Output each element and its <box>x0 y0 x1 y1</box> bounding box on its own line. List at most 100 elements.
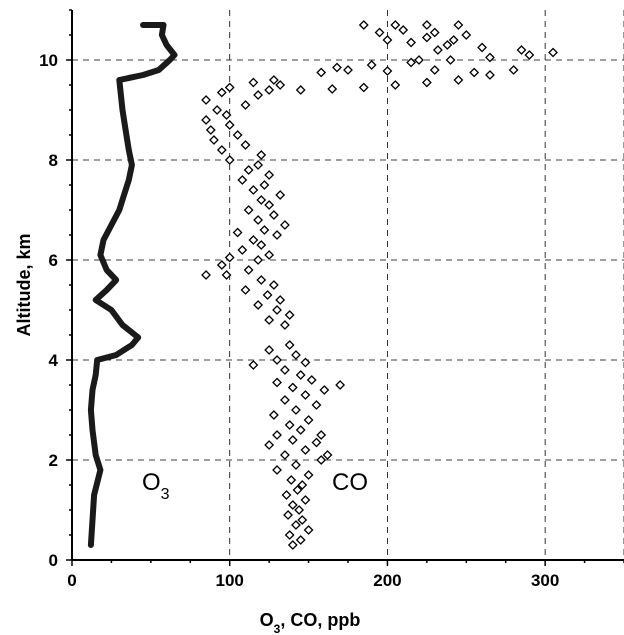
co-point <box>268 280 279 290</box>
co-point <box>253 215 264 225</box>
co-point <box>300 445 311 455</box>
co-point <box>382 66 393 76</box>
co-point <box>256 195 267 205</box>
y-axis-title: Altitude, km <box>14 233 34 336</box>
co-point <box>421 32 432 43</box>
co-point <box>374 27 385 38</box>
co-point <box>319 385 330 395</box>
co-point <box>212 105 223 115</box>
co-point <box>253 160 264 170</box>
co-point <box>335 380 346 390</box>
co-point <box>322 450 333 460</box>
co-point <box>248 77 259 88</box>
co-point <box>279 320 290 330</box>
series-label-o3-main: O <box>142 469 161 496</box>
co-point <box>414 55 424 65</box>
y-tick-label: 4 <box>49 351 59 370</box>
co-point <box>366 60 377 70</box>
co-point <box>343 65 353 75</box>
co-point <box>248 235 259 245</box>
co-point <box>272 377 282 388</box>
co-point <box>429 65 440 75</box>
co-point <box>279 395 290 405</box>
co-point <box>295 425 306 435</box>
co-point <box>303 470 314 480</box>
co-point <box>295 85 306 95</box>
co-point <box>272 230 282 240</box>
co-point <box>295 370 306 380</box>
co-point <box>477 42 487 53</box>
co-point <box>240 140 251 150</box>
co-point <box>316 67 327 78</box>
co-point <box>256 240 267 250</box>
co-point <box>243 265 254 275</box>
co-point <box>300 495 311 505</box>
co-point <box>221 270 232 280</box>
co-point <box>216 260 227 270</box>
series-label-o3: O3 <box>142 469 170 503</box>
x-axis-title: O3, CO, ppb <box>260 610 361 635</box>
co-point <box>272 430 282 440</box>
co-point <box>248 360 259 370</box>
co-point <box>524 50 535 60</box>
y-tick-label: 8 <box>49 151 58 170</box>
co-point <box>253 90 264 100</box>
co-point <box>295 535 306 545</box>
co-point <box>316 455 327 465</box>
co-point <box>306 375 317 385</box>
co-point <box>272 305 282 315</box>
co-point <box>311 437 322 448</box>
co-point <box>256 150 267 160</box>
co-point <box>382 35 393 45</box>
co-point <box>390 20 401 30</box>
co-point <box>297 515 308 525</box>
co-point <box>485 70 495 80</box>
co-point <box>264 85 275 95</box>
co-point <box>279 220 290 230</box>
co-point <box>432 45 443 55</box>
co-point <box>303 525 314 535</box>
co-point <box>291 405 301 415</box>
co-point <box>279 365 290 375</box>
co-point <box>275 190 286 200</box>
co-point <box>485 52 495 63</box>
co-point <box>284 310 295 320</box>
co-point <box>279 450 290 460</box>
co-point <box>264 170 275 180</box>
co-point <box>406 57 417 68</box>
co-point <box>332 62 342 73</box>
co-point <box>297 480 308 490</box>
co-point <box>264 315 275 325</box>
co-point <box>264 200 275 210</box>
co-point <box>272 355 282 365</box>
co-point <box>327 84 338 94</box>
x-axis-title-sub: 3 <box>274 622 281 635</box>
co-point <box>205 125 216 135</box>
co-point <box>284 340 295 350</box>
co-point <box>224 252 235 263</box>
y-tick-label: 10 <box>39 51 58 70</box>
co-point <box>469 67 480 78</box>
co-point <box>209 135 219 145</box>
co-point <box>224 120 235 130</box>
co-point <box>287 500 298 510</box>
co-point <box>358 20 369 30</box>
co-point <box>283 510 293 520</box>
co-point <box>300 390 311 400</box>
co-point <box>201 95 211 105</box>
co-point <box>286 475 297 485</box>
o3-series-line <box>87 22 178 548</box>
co-point <box>292 485 303 495</box>
co-point <box>358 82 369 93</box>
co-point <box>243 165 254 175</box>
x-tick-label: 0 <box>67 571 76 590</box>
co-point <box>445 55 456 65</box>
co-point <box>224 82 235 93</box>
co-point <box>287 382 298 393</box>
x-axis-title-rest: , CO, ppb <box>280 610 360 630</box>
co-point <box>253 300 264 310</box>
co-point <box>303 415 314 425</box>
co-point <box>221 110 232 120</box>
co-point <box>421 20 432 30</box>
